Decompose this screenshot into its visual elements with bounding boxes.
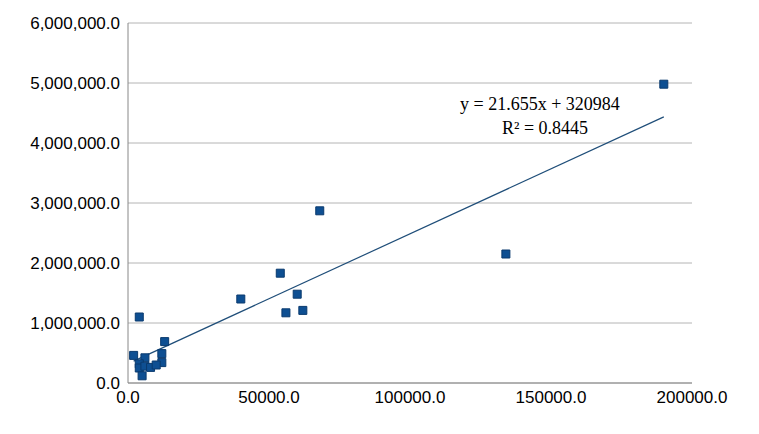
html-text:R² = 0.8445: R² = 0.8445 (502, 118, 589, 138)
svg-text:1,000,000.0: 1,000,000.0 (30, 314, 120, 333)
svg-text:50000.0: 50000.0 (238, 388, 299, 407)
html-text:y = 21.655x + 320984: y = 21.655x + 320984 (460, 94, 620, 114)
svg-text:200000.0: 200000.0 (657, 388, 728, 407)
svg-text:0.0: 0.0 (116, 388, 140, 408)
svg-text:4,000,000.0: 4,000,000.0 (30, 134, 120, 153)
svg-text:6,000,000.0: 6,000,000.0 (30, 14, 120, 33)
svg-text:0.0: 0.0 (96, 374, 120, 393)
svg-text:2,000,000.0: 2,000,000.0 (30, 254, 120, 273)
svg-text:3,000,000.0: 3,000,000.0 (30, 194, 120, 213)
svg-text:5,000,000.0: 5,000,000.0 (30, 74, 120, 93)
svg-text:150000.0: 150000.0 (516, 388, 587, 407)
svg-text:100000.0: 100000.0 (375, 388, 446, 407)
